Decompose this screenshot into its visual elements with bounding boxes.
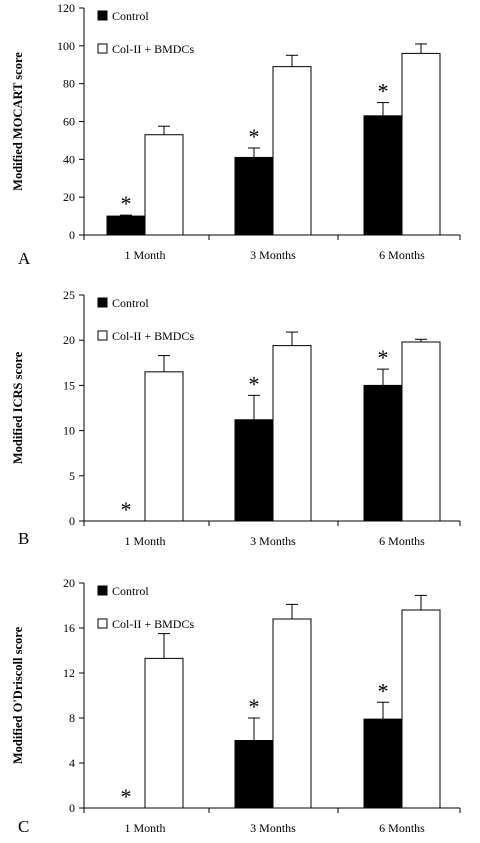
bar bbox=[234, 156, 274, 236]
legend-swatch bbox=[97, 297, 108, 308]
legend-label: Control bbox=[112, 584, 149, 598]
panel-letter: C bbox=[18, 817, 29, 836]
bar bbox=[234, 419, 274, 522]
bar bbox=[144, 371, 184, 522]
y-tick-label: 16 bbox=[63, 621, 75, 635]
y-tick-label: 0 bbox=[69, 228, 75, 242]
y-axis-label: Modified MOCART score bbox=[11, 52, 25, 191]
y-axis-label: Modified ICRS score bbox=[11, 351, 25, 464]
legend-label: Col-II + BMDCs bbox=[112, 617, 194, 631]
bar bbox=[363, 718, 403, 809]
y-tick-label: 80 bbox=[63, 77, 75, 91]
bar bbox=[144, 657, 184, 809]
bar bbox=[272, 618, 312, 809]
y-tick-label: 20 bbox=[63, 333, 75, 347]
significance-star: * bbox=[249, 371, 260, 396]
y-tick-label: 10 bbox=[63, 424, 75, 438]
y-tick-label: 120 bbox=[57, 1, 75, 15]
x-tick-label: 3 Months bbox=[250, 821, 296, 835]
significance-star: * bbox=[378, 678, 389, 703]
bar bbox=[234, 740, 274, 809]
y-tick-label: 25 bbox=[63, 288, 75, 302]
significance-star: * bbox=[249, 124, 260, 149]
y-tick-label: 20 bbox=[63, 190, 75, 204]
y-tick-label: 12 bbox=[63, 666, 75, 680]
legend-swatch bbox=[97, 618, 108, 629]
y-tick-label: 5 bbox=[69, 469, 75, 483]
bar bbox=[106, 215, 146, 236]
bar bbox=[272, 66, 312, 236]
chart-panel-c: 0 4 8 12 16 20 1 Month 3 Months 6 Months Modified… bbox=[11, 576, 461, 836]
significance-star: * bbox=[121, 784, 132, 809]
y-tick-label: 8 bbox=[69, 711, 75, 725]
legend-swatch bbox=[97, 10, 108, 21]
significance-star: * bbox=[121, 497, 132, 522]
y-tick-label: 40 bbox=[63, 152, 75, 166]
legend-label: Control bbox=[112, 296, 149, 310]
y-tick-label: 0 bbox=[69, 801, 75, 815]
significance-star: * bbox=[249, 694, 260, 719]
x-tick-label: 1 Month bbox=[124, 534, 165, 548]
x-tick-label: 6 Months bbox=[379, 821, 425, 835]
y-tick-label: 4 bbox=[69, 756, 75, 770]
x-tick-label: 3 Months bbox=[250, 534, 296, 548]
chart-panel-b: 0 5 10 15 20 25 1 Month 3 Months 6 Months Modifie… bbox=[11, 288, 461, 548]
legend-swatch bbox=[97, 585, 108, 596]
bar bbox=[401, 609, 441, 809]
legend-label: Control bbox=[112, 9, 149, 23]
x-tick-label: 3 Months bbox=[250, 248, 296, 262]
y-tick-label: 100 bbox=[57, 39, 75, 53]
panel-letter: A bbox=[18, 249, 31, 268]
bar bbox=[363, 115, 403, 236]
y-tick-label: 0 bbox=[69, 514, 75, 528]
bar bbox=[272, 345, 312, 522]
significance-star: * bbox=[121, 191, 132, 216]
bar bbox=[144, 134, 184, 236]
x-tick-label: 1 Month bbox=[124, 248, 165, 262]
y-axis-label: Modified O'Driscoll score bbox=[11, 626, 25, 764]
bar bbox=[363, 384, 403, 522]
y-tick-label: 20 bbox=[63, 576, 75, 590]
bar bbox=[401, 341, 441, 522]
x-tick-label: 6 Months bbox=[379, 248, 425, 262]
significance-star: * bbox=[378, 345, 389, 370]
legend-swatch bbox=[97, 43, 108, 54]
legend-swatch bbox=[97, 330, 108, 341]
y-tick-label: 60 bbox=[63, 115, 75, 129]
y-tick-label: 15 bbox=[63, 378, 75, 392]
bar bbox=[401, 52, 441, 236]
legend-label: Col-II + BMDCs bbox=[112, 42, 194, 56]
x-tick-label: 1 Month bbox=[124, 821, 165, 835]
legend-label: Col-II + BMDCs bbox=[112, 329, 194, 343]
panel-letter: B bbox=[18, 529, 29, 548]
significance-star: * bbox=[378, 79, 389, 104]
x-tick-label: 6 Months bbox=[379, 534, 425, 548]
chart-panel-a: 0 20 40 60 80 100 120 1 Month 3 Months 6 Months Mo… bbox=[11, 1, 461, 268]
